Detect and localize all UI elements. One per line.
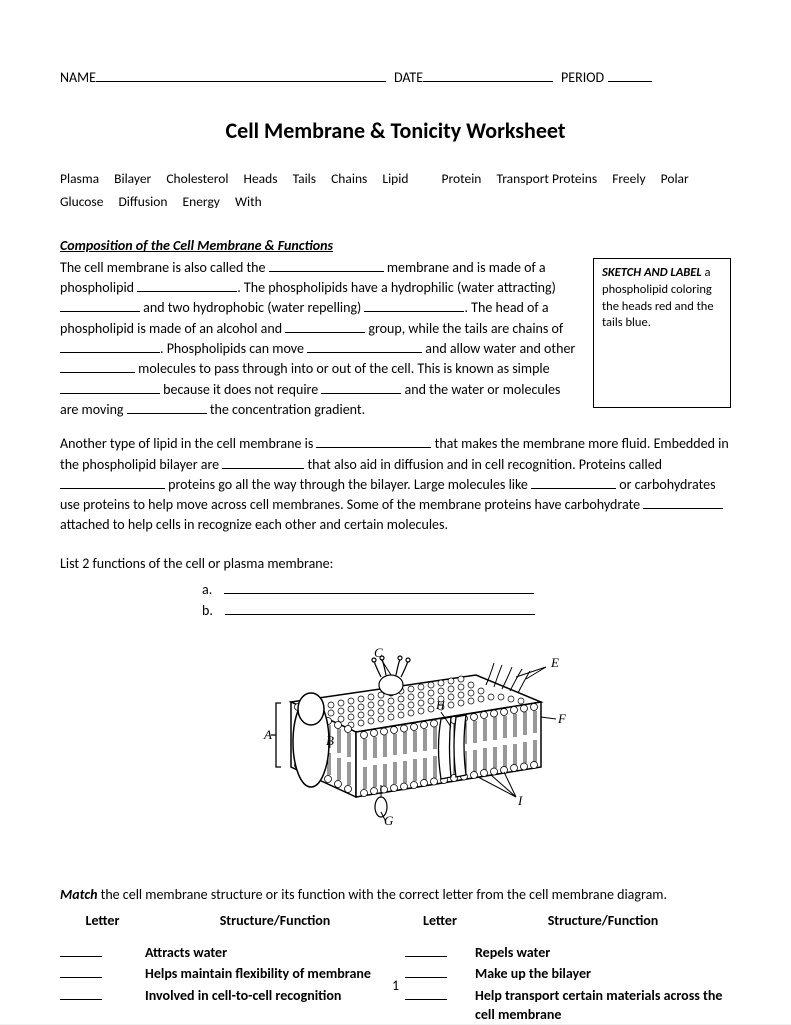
p1-text: . The phospholipids have a hydrophilic (… — [237, 279, 556, 296]
fill-blank[interactable] — [307, 352, 422, 353]
fill-blank[interactable] — [137, 291, 237, 292]
fill-blank[interactable] — [225, 614, 535, 615]
match-header-row: Letter Structure/Function Letter Structu… — [60, 911, 731, 931]
match-intro: Match the cell membrane structure or its… — [60, 885, 731, 905]
list-item: a. — [202, 579, 731, 600]
fill-blank[interactable] — [222, 468, 304, 469]
answer-blank[interactable] — [405, 999, 447, 1000]
match-intro-rest: the cell membrane structure or its funct… — [97, 886, 667, 903]
fill-blank[interactable] — [316, 447, 431, 448]
diagram-label-e: E — [550, 655, 559, 670]
word-bank-item: Cholesterol — [166, 170, 228, 187]
p2-text: attached to help cells in recognize each… — [60, 516, 448, 533]
word-bank-item: Freely — [612, 170, 645, 187]
answer-blank[interactable] — [60, 999, 102, 1000]
word-bank-item: Tails — [293, 170, 316, 187]
fill-blank[interactable] — [269, 271, 384, 272]
fill-blank[interactable] — [60, 311, 140, 312]
period-label: PERIOD — [561, 68, 604, 88]
list-letter: b. — [202, 600, 213, 621]
fill-blank[interactable] — [60, 372, 135, 373]
col-structure: Structure/Function — [145, 911, 405, 931]
word-bank-item: Plasma — [60, 170, 99, 187]
fill-blank[interactable] — [321, 393, 401, 394]
match-intro-bold: Match — [60, 886, 97, 903]
p1-text: group, while the tails are chains of — [365, 320, 563, 337]
match-row: Attracts water Repels water — [60, 943, 731, 963]
word-bank-item: Polar — [661, 170, 689, 187]
fill-blank[interactable] — [60, 393, 160, 394]
fill-blank[interactable] — [60, 488, 165, 489]
section-heading: Composition of the Cell Membrane & Funct… — [60, 236, 731, 256]
p1-text: and two hydrophobic (water repelling) — [140, 299, 364, 316]
col-structure: Structure/Function — [475, 911, 731, 931]
diagram-label-c: C — [374, 647, 383, 660]
word-bank-item: Lipid — [382, 170, 408, 187]
fill-blank[interactable] — [364, 311, 464, 312]
word-bank-item: Transport Proteins — [496, 170, 597, 187]
worksheet-page: NAME DATE PERIOD Cell Membrane & Tonicit… — [0, 0, 791, 1024]
p1-text: The cell membrane is also called the — [60, 259, 269, 276]
col-letter: Letter — [60, 911, 145, 931]
fill-blank[interactable] — [531, 488, 616, 489]
word-bank-item: Diffusion — [118, 193, 167, 210]
diagram-label-a: A — [263, 727, 272, 742]
date-label: DATE — [394, 68, 423, 88]
p1-text: molecules to pass through into or out of… — [135, 360, 550, 377]
fill-blank[interactable] — [285, 332, 365, 333]
word-bank: Plasma Bilayer Cholesterol Heads Tails C… — [60, 168, 731, 214]
fill-blank[interactable] — [127, 413, 207, 414]
word-bank-item: With — [235, 193, 262, 210]
date-blank[interactable] — [423, 81, 553, 82]
membrane-diagram-svg: A B C E F I G H — [226, 647, 566, 825]
word-bank-item: Energy — [183, 193, 220, 210]
name-blank[interactable] — [96, 81, 386, 82]
sketch-and-label-box: SKETCH AND LABEL a phospholipid coloring… — [593, 258, 731, 408]
answer-blank[interactable] — [405, 956, 447, 957]
list-prompt: List 2 functions of the cell or plasma m… — [60, 554, 731, 574]
list-item: b. — [202, 600, 731, 621]
p1-text: . Phospholipids can move — [160, 340, 307, 357]
paragraph-1: The cell membrane is also called the mem… — [60, 258, 579, 420]
sketch-title: SKETCH AND LABEL — [602, 265, 702, 280]
p2-text: Another type of lipid in the cell membra… — [60, 435, 316, 452]
diagram-label-g: G — [384, 813, 394, 825]
p2-text: that also aid in diffusion and in cell r… — [304, 456, 662, 473]
membrane-diagram: A B C E F I G H — [60, 647, 731, 825]
p2-text: proteins go all the way through the bila… — [165, 476, 531, 493]
diagram-label-i: I — [517, 793, 523, 808]
word-bank-item: Protein — [442, 170, 482, 187]
diagram-label-b: B — [326, 733, 334, 748]
word-bank-item: Heads — [244, 170, 278, 187]
worksheet-title: Cell Membrane & Tonicity Worksheet — [60, 116, 731, 147]
fill-blank[interactable] — [60, 352, 160, 353]
header-fields: NAME DATE PERIOD — [60, 68, 731, 88]
col-letter: Letter — [405, 911, 475, 931]
word-bank-item: Chains — [331, 170, 367, 187]
paragraph-2: Another type of lipid in the cell membra… — [60, 434, 731, 535]
fill-blank[interactable] — [643, 508, 723, 509]
list-letter: a. — [202, 579, 212, 600]
page-number: 1 — [0, 976, 791, 996]
fill-blank[interactable] — [224, 593, 534, 594]
period-blank[interactable] — [608, 81, 652, 82]
function-list: a. b. — [202, 579, 731, 621]
answer-blank[interactable] — [60, 956, 102, 957]
p1-text: and allow water and other — [422, 340, 575, 357]
diagram-label-h: H — [435, 698, 446, 712]
word-bank-item: Glucose — [60, 193, 103, 210]
p1-text: because it does not require — [160, 381, 321, 398]
match-text: Attracts water — [145, 943, 405, 963]
match-text: Repels water — [475, 943, 731, 963]
word-bank-item: Bilayer — [114, 170, 151, 187]
p1-text: the concentration gradient. — [207, 401, 365, 418]
name-label: NAME — [60, 68, 96, 88]
composition-block: The cell membrane is also called the mem… — [60, 258, 731, 420]
diagram-label-f: F — [557, 711, 566, 726]
